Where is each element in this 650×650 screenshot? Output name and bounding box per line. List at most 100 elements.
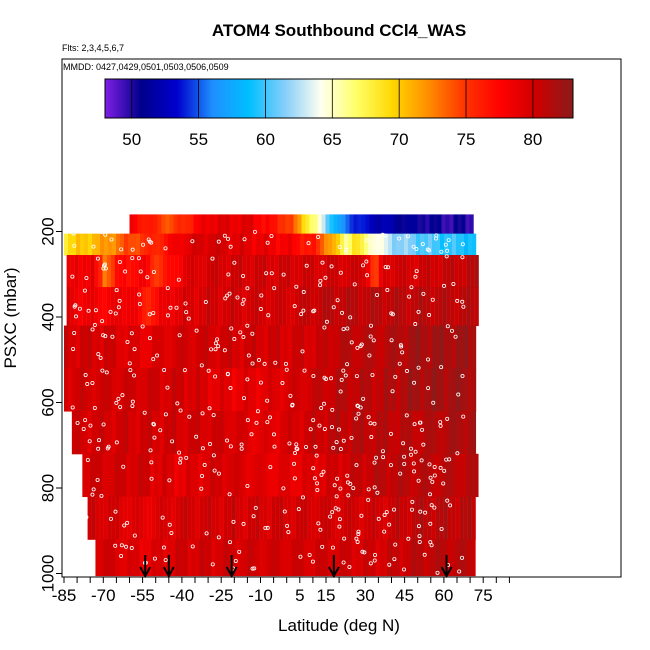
curtain-cell bbox=[445, 214, 450, 235]
sample-point bbox=[409, 446, 414, 451]
curtain-cell bbox=[354, 255, 359, 288]
curtain-cell bbox=[68, 368, 73, 412]
curtain-cell bbox=[452, 368, 457, 412]
curtain-cell bbox=[78, 287, 83, 327]
dates-label: MMDD: 0427,0429,0501,0503,0506,0509 bbox=[63, 62, 229, 72]
sample-point bbox=[419, 458, 424, 463]
curtain-cell bbox=[464, 368, 469, 412]
curtain-cell bbox=[290, 287, 295, 327]
curtain-cell bbox=[372, 368, 377, 412]
curtain-cell bbox=[358, 287, 363, 327]
curtain-cell bbox=[422, 453, 427, 498]
sample-point bbox=[82, 288, 87, 293]
curtain-cell bbox=[238, 453, 243, 498]
curtain-cell bbox=[123, 539, 128, 577]
sample-point bbox=[380, 449, 385, 454]
curtain-cell bbox=[110, 453, 115, 498]
curtain-cell bbox=[202, 255, 207, 288]
curtain-cell bbox=[420, 233, 425, 256]
curtain-cell bbox=[262, 287, 267, 327]
sample-point bbox=[389, 338, 394, 343]
sample-point bbox=[222, 233, 227, 238]
curtain-cell bbox=[94, 453, 99, 498]
sample-point bbox=[184, 310, 189, 315]
sample-point bbox=[90, 327, 95, 332]
sample-point bbox=[337, 517, 342, 522]
curtain-cell bbox=[176, 233, 181, 256]
curtain-cell bbox=[142, 453, 147, 498]
curtain-cell bbox=[461, 214, 466, 235]
arrow-head bbox=[225, 566, 238, 579]
sample-point bbox=[245, 377, 250, 382]
curtain-cell bbox=[468, 325, 473, 369]
sample-point bbox=[455, 298, 460, 303]
sample-point bbox=[253, 505, 258, 510]
curtain-cell bbox=[449, 214, 454, 235]
sample-point bbox=[142, 410, 147, 415]
curtain-cell bbox=[176, 368, 181, 412]
curtain-cell bbox=[431, 496, 436, 540]
curtain-cell bbox=[354, 453, 359, 498]
curtain-cell bbox=[418, 255, 423, 288]
curtain-cell bbox=[211, 496, 216, 540]
sample-point bbox=[426, 357, 431, 362]
sample-point bbox=[177, 333, 182, 338]
curtain-cell bbox=[76, 368, 81, 412]
sample-point bbox=[228, 244, 233, 249]
curtain-cell bbox=[464, 325, 469, 369]
curtain-cell bbox=[245, 214, 250, 235]
sample-point bbox=[355, 345, 360, 350]
y-tick-label: 400 bbox=[38, 303, 57, 331]
curtain-cell bbox=[467, 411, 473, 455]
curtain-cell bbox=[250, 453, 255, 498]
curtain-cell bbox=[309, 214, 314, 235]
curtain-cell bbox=[212, 325, 217, 369]
sample-point bbox=[371, 338, 376, 343]
sample-point bbox=[387, 522, 392, 527]
curtain-cell bbox=[186, 255, 191, 288]
sample-point bbox=[301, 495, 306, 500]
curtain-cell bbox=[406, 287, 411, 327]
curtain-cell bbox=[443, 496, 448, 540]
sample-point bbox=[105, 446, 110, 451]
curtain-cell bbox=[179, 539, 184, 577]
curtain-cell bbox=[405, 214, 410, 235]
curtain-cell bbox=[310, 453, 315, 498]
sample-point bbox=[344, 247, 349, 252]
curtain-cell bbox=[347, 496, 352, 540]
curtain-cell bbox=[133, 214, 138, 235]
sample-point bbox=[367, 353, 372, 358]
sample-point bbox=[416, 309, 421, 314]
sample-point bbox=[417, 534, 422, 539]
curtain-cell bbox=[447, 411, 453, 455]
sample-point bbox=[338, 446, 343, 451]
sample-point bbox=[356, 532, 361, 537]
curtain-cell bbox=[390, 255, 395, 288]
curtain-cell bbox=[403, 539, 408, 577]
curtain-cell bbox=[388, 368, 393, 412]
curtain-cell bbox=[171, 411, 177, 455]
y-tick-label: 600 bbox=[38, 388, 57, 416]
sample-point bbox=[373, 552, 378, 557]
curtain-cell bbox=[410, 287, 415, 327]
curtain-cell bbox=[244, 325, 249, 369]
sample-point bbox=[75, 421, 80, 426]
curtain-cell bbox=[437, 214, 442, 235]
sample-point bbox=[249, 432, 254, 437]
curtain-cell bbox=[224, 368, 229, 412]
sample-point bbox=[267, 415, 272, 420]
curtain-cell bbox=[204, 325, 209, 369]
sample-point bbox=[152, 435, 157, 440]
curtain-cell bbox=[239, 539, 244, 577]
curtain-cell bbox=[334, 453, 339, 498]
curtain-cell bbox=[120, 368, 125, 412]
curtain-cell bbox=[167, 411, 173, 455]
curtain-cell bbox=[368, 368, 373, 412]
curtain-cell bbox=[68, 233, 73, 256]
curtain-cell bbox=[220, 368, 225, 412]
sample-point bbox=[375, 292, 380, 297]
curtain-cell bbox=[253, 214, 258, 235]
sample-point bbox=[318, 527, 323, 532]
curtain-cell bbox=[115, 539, 120, 577]
curtain-cell bbox=[233, 214, 238, 235]
